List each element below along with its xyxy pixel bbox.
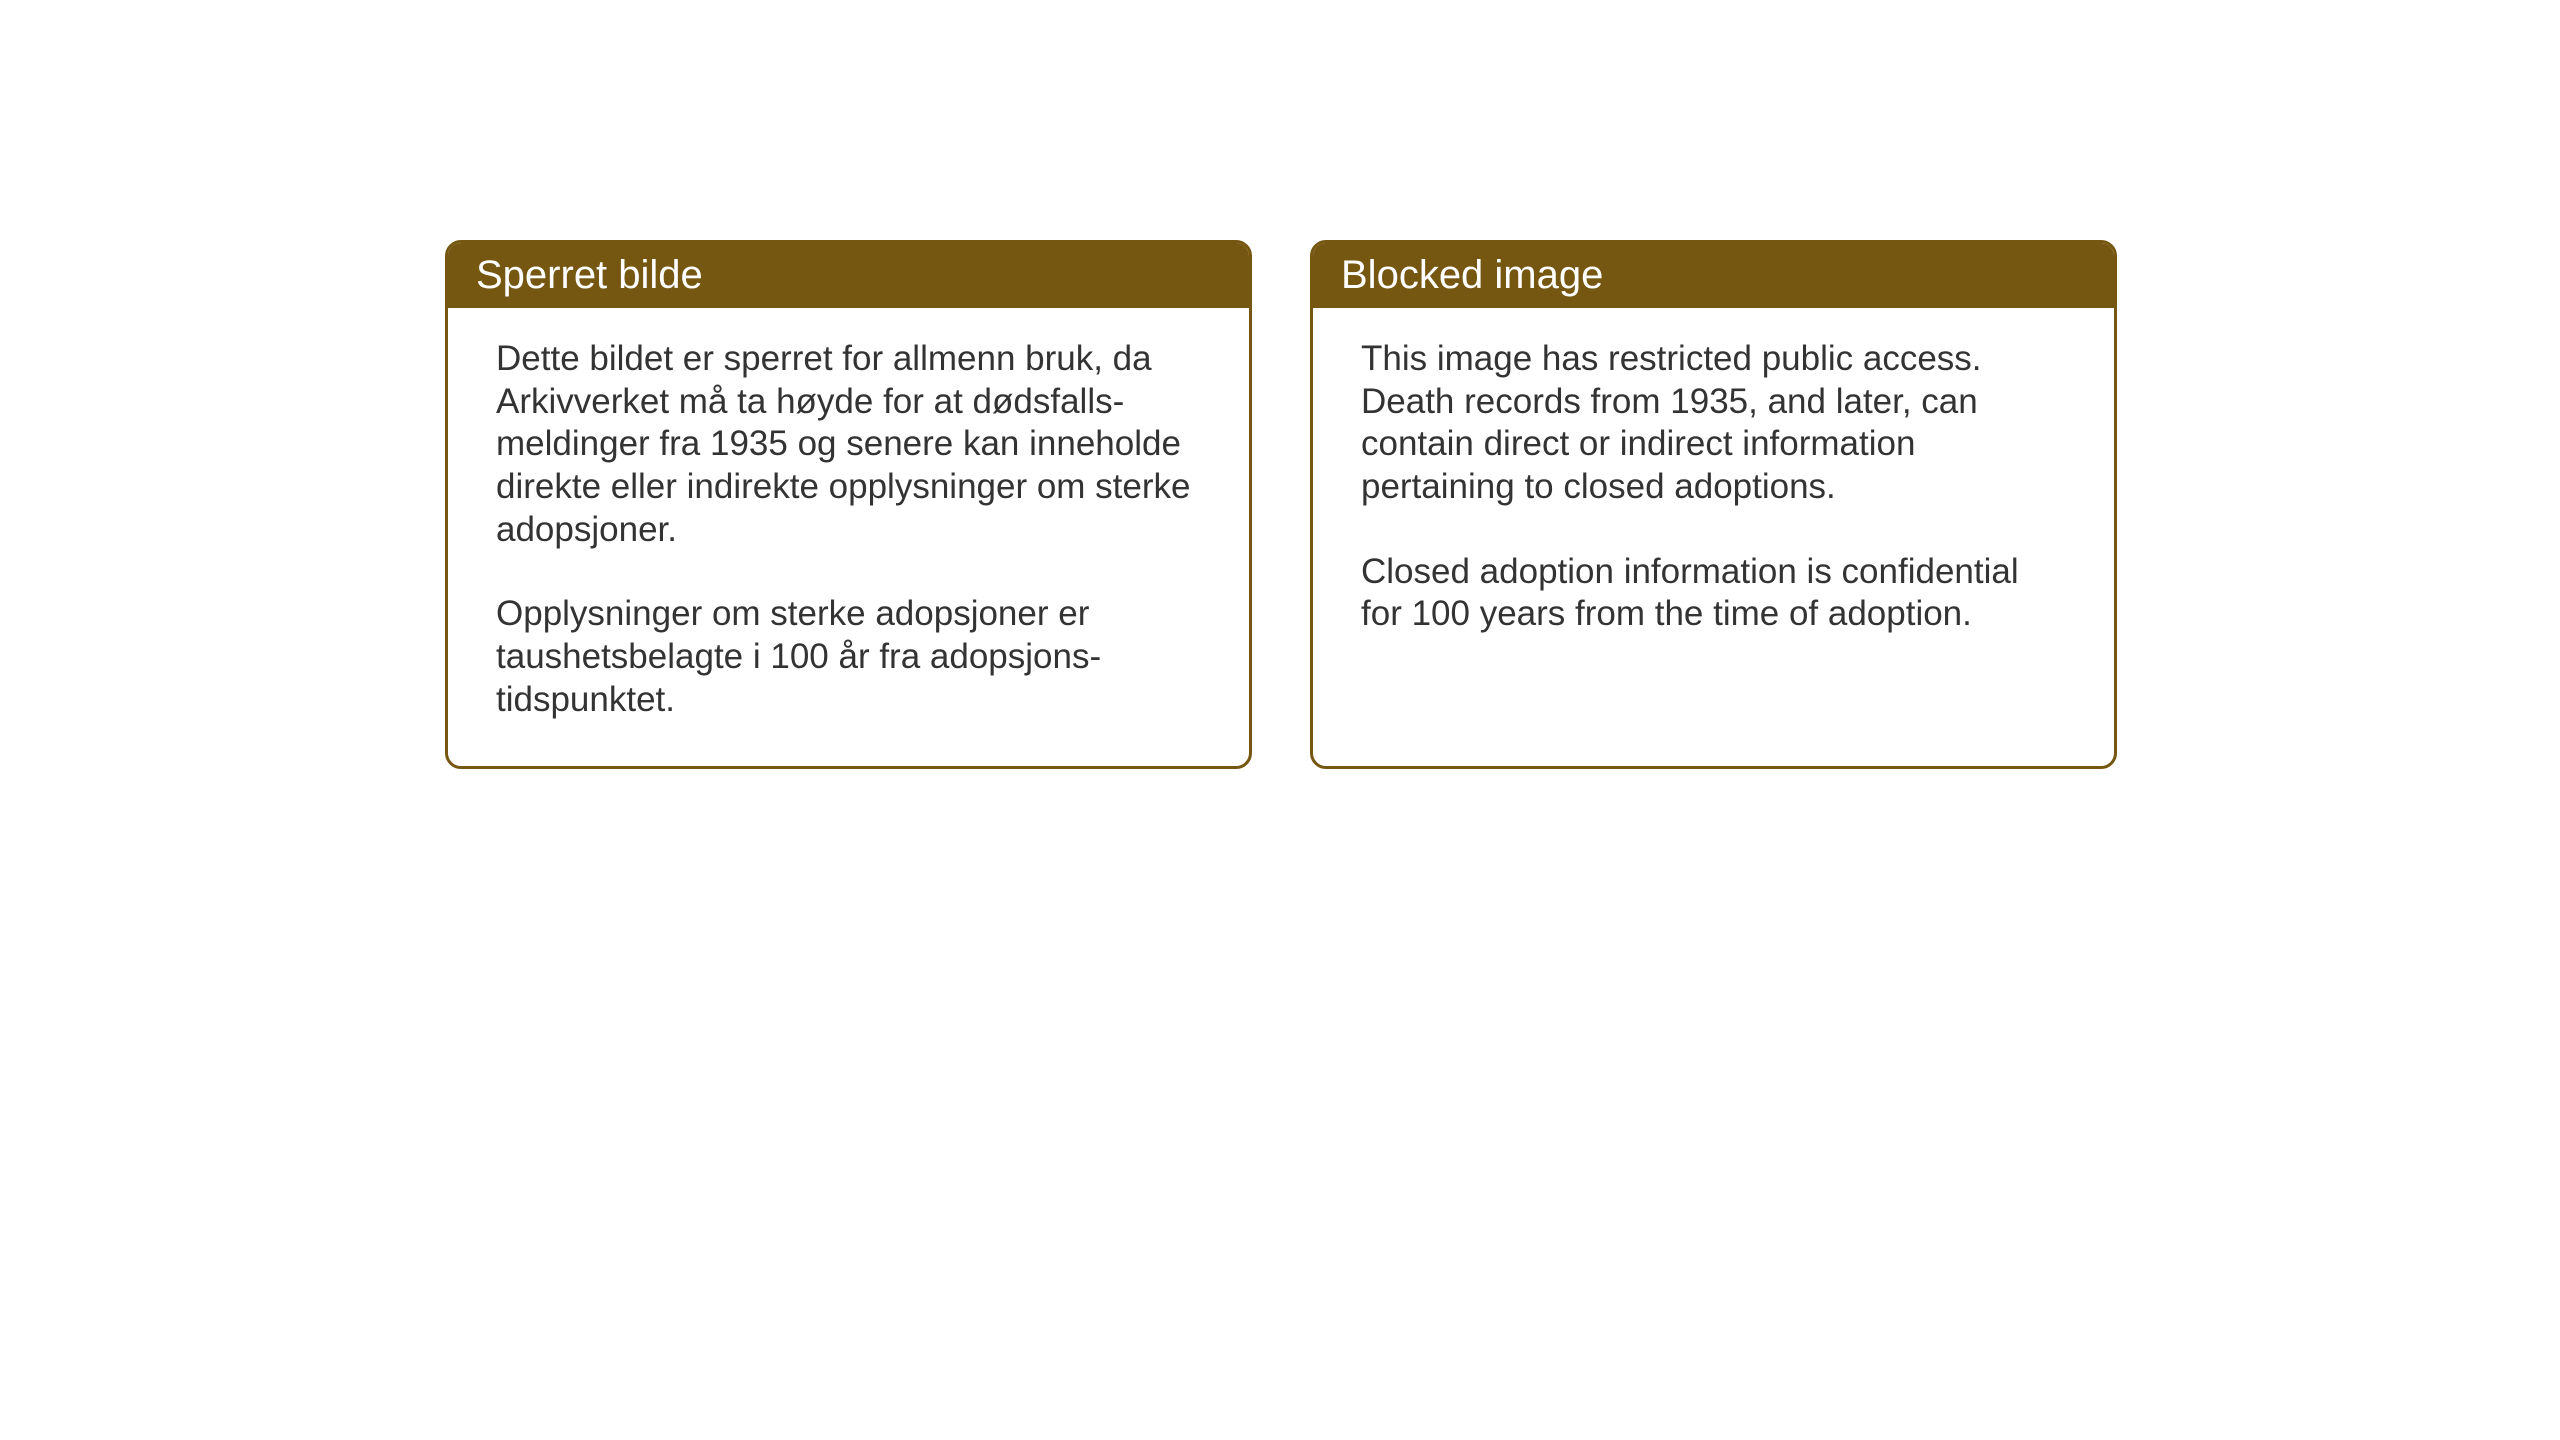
notice-paragraph-2-norwegian: Opplysninger om sterke adopsjoner er tau… [496, 593, 1201, 721]
notice-card-english: Blocked image This image has restricted … [1310, 240, 2117, 769]
notice-header-norwegian: Sperret bilde [448, 243, 1249, 308]
notice-paragraph-1-norwegian: Dette bildet er sperret for allmenn bruk… [496, 338, 1201, 551]
notice-paragraph-1-english: This image has restricted public access.… [1361, 338, 2066, 509]
notice-container: Sperret bilde Dette bildet er sperret fo… [445, 240, 2117, 769]
notice-paragraph-2-english: Closed adoption information is confident… [1361, 551, 2066, 636]
notice-title-english: Blocked image [1341, 253, 1603, 297]
notice-title-norwegian: Sperret bilde [476, 253, 703, 297]
notice-body-norwegian: Dette bildet er sperret for allmenn bruk… [448, 308, 1249, 766]
notice-card-norwegian: Sperret bilde Dette bildet er sperret fo… [445, 240, 1252, 769]
notice-body-english: This image has restricted public access.… [1313, 308, 2114, 738]
notice-header-english: Blocked image [1313, 243, 2114, 308]
